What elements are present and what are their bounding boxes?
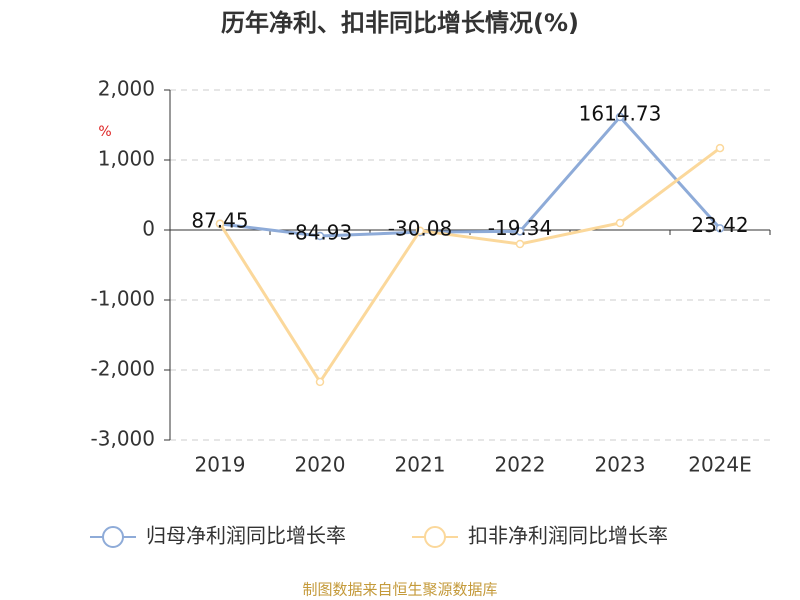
data-point — [715, 224, 725, 233]
y-tick-label: -2,000 — [91, 357, 155, 381]
data-point — [415, 226, 425, 235]
data-label: 23.42 — [691, 213, 748, 237]
x-tick-label: 2020 — [295, 453, 346, 477]
y-unit: % — [98, 124, 111, 140]
x-tick-label: 2023 — [595, 453, 646, 477]
data-label: -30.08 — [388, 217, 452, 241]
chart-title: 历年净利、扣非同比增长情况(%) — [221, 9, 579, 37]
data-label: -84.93 — [288, 220, 352, 244]
data-point — [315, 377, 325, 387]
data-point — [715, 143, 725, 153]
x-tick-label: 2021 — [395, 453, 446, 477]
source-note: 制图数据来自恒生聚源数据库 — [302, 581, 497, 599]
y-tick-label: -1,000 — [91, 287, 155, 311]
legend-marker — [424, 526, 446, 548]
data-point — [615, 218, 625, 228]
legend-marker — [102, 526, 124, 548]
data-point — [515, 227, 525, 236]
y-tick-label: 1,000 — [98, 147, 155, 171]
data-point — [615, 112, 625, 122]
data-point — [315, 231, 325, 241]
data-label: 87.45 — [191, 208, 248, 232]
x-tick-label: 2024E — [688, 453, 752, 477]
data-label: 1614.73 — [579, 101, 662, 125]
y-tick-label: -3,000 — [91, 427, 155, 451]
x-tick-label: 2022 — [495, 453, 546, 477]
data-point — [215, 219, 225, 228]
data-point — [515, 239, 525, 249]
series-line — [219, 114, 722, 238]
y-tick-label: 0 — [142, 217, 155, 241]
data-label: -19.34 — [488, 216, 552, 240]
legend-label: 扣非净利润同比增长率 — [468, 524, 668, 548]
legend-label: 归母净利润同比增长率 — [146, 524, 346, 548]
x-tick-label: 2019 — [195, 453, 246, 477]
y-tick-label: 2,000 — [98, 77, 155, 101]
series-line — [218, 146, 721, 385]
